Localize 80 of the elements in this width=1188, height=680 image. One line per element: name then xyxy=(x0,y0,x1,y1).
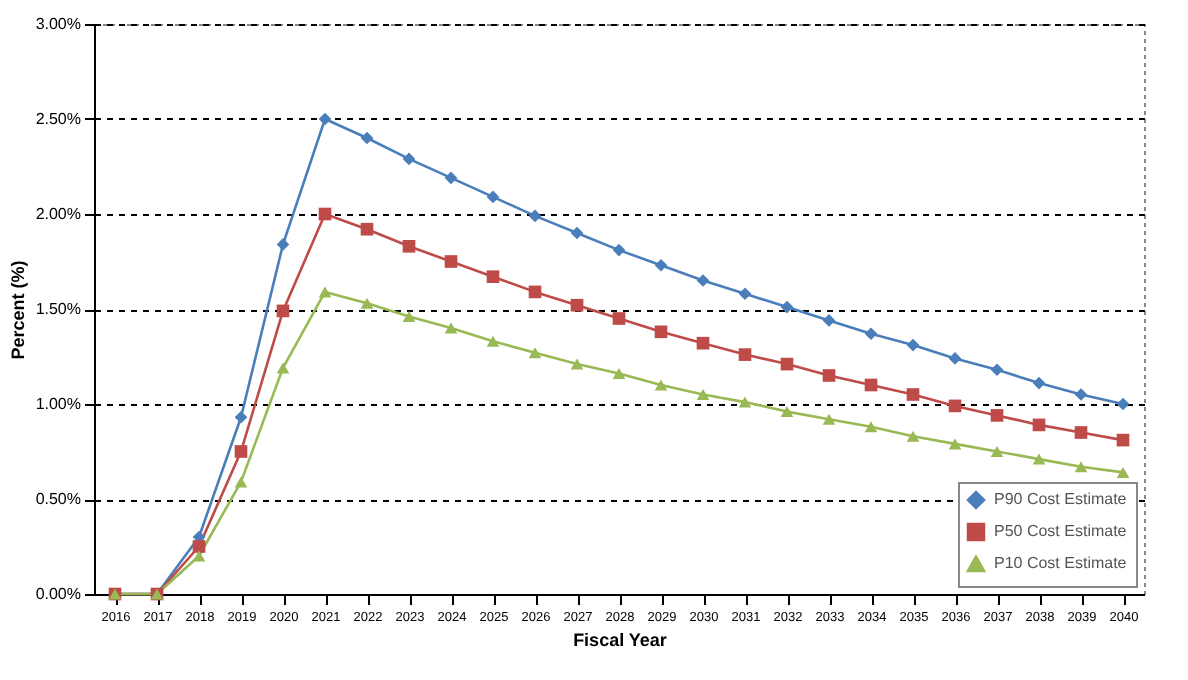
y-tick-label: 0.50% xyxy=(35,490,81,508)
point xyxy=(1074,426,1088,439)
point xyxy=(1116,397,1130,411)
point xyxy=(948,438,962,450)
point xyxy=(402,239,416,253)
point xyxy=(654,325,668,339)
point xyxy=(906,388,920,401)
point xyxy=(528,347,542,359)
point xyxy=(738,396,752,408)
point xyxy=(696,336,710,350)
point xyxy=(276,362,290,374)
point xyxy=(990,363,1004,377)
point xyxy=(360,222,374,236)
point xyxy=(276,238,290,251)
point xyxy=(402,311,416,323)
point xyxy=(192,540,206,553)
point xyxy=(612,368,626,380)
point xyxy=(1074,388,1088,401)
point xyxy=(570,298,584,312)
point xyxy=(612,243,626,257)
point xyxy=(822,413,836,425)
point xyxy=(990,446,1004,457)
point xyxy=(864,327,878,341)
point xyxy=(612,312,626,325)
point xyxy=(654,379,668,391)
point xyxy=(276,304,290,318)
point xyxy=(402,152,416,166)
point xyxy=(1074,461,1088,473)
point xyxy=(864,378,878,392)
point xyxy=(990,409,1004,422)
y-tick-label: 3.00% xyxy=(35,15,81,33)
point xyxy=(906,430,920,442)
point xyxy=(486,270,500,284)
point xyxy=(486,190,500,204)
point xyxy=(486,335,500,347)
point xyxy=(780,357,794,371)
point xyxy=(906,338,920,352)
point xyxy=(822,369,836,382)
point xyxy=(444,322,458,334)
point xyxy=(528,209,542,223)
point xyxy=(192,550,206,562)
y-tick-label: 0.00% xyxy=(35,585,81,603)
point xyxy=(780,300,794,314)
point xyxy=(318,286,332,298)
point xyxy=(1116,433,1130,447)
point xyxy=(318,207,332,221)
point xyxy=(696,389,710,400)
point xyxy=(864,421,878,433)
y-tick-label: 2.00% xyxy=(35,205,81,223)
point xyxy=(234,445,248,458)
point xyxy=(234,410,248,424)
point xyxy=(360,131,374,145)
point xyxy=(570,226,584,240)
y-axis-title: Percent (%) xyxy=(7,260,28,360)
point xyxy=(1116,466,1130,478)
point xyxy=(1032,418,1046,432)
point xyxy=(528,285,542,299)
x-axis-title: Fiscal Year xyxy=(573,630,668,650)
point xyxy=(1032,453,1046,465)
y-tick-label: 1.00% xyxy=(35,395,81,413)
legend-label: P50 Cost Estimate xyxy=(994,522,1128,540)
legend-label: P10 Cost Estimate xyxy=(994,554,1128,572)
point xyxy=(738,287,752,301)
point xyxy=(444,255,458,268)
point xyxy=(444,171,458,185)
point xyxy=(234,476,248,488)
point xyxy=(696,274,710,287)
point xyxy=(738,348,752,361)
point xyxy=(822,314,836,327)
point xyxy=(654,258,668,272)
point xyxy=(570,358,584,370)
point xyxy=(948,399,962,413)
point xyxy=(1032,376,1046,390)
legend-label: P90 Cost Estimate xyxy=(994,490,1128,508)
point xyxy=(360,297,374,309)
y-tick-label: 1.50% xyxy=(35,300,81,318)
point xyxy=(780,406,794,418)
y-tick-label: 2.50% xyxy=(35,110,81,128)
point xyxy=(948,352,962,365)
point xyxy=(318,112,332,126)
